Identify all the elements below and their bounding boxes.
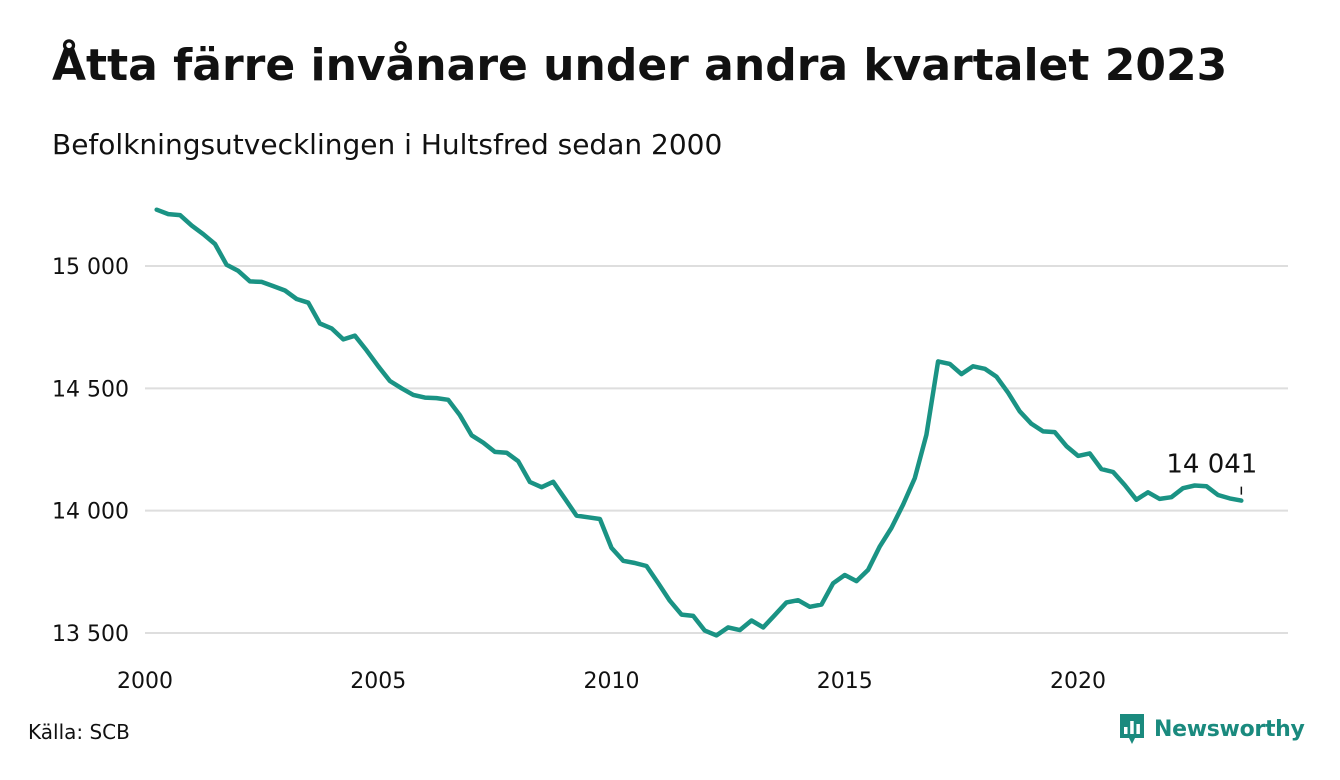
y-tick-label: 13 500: [52, 622, 129, 647]
brand-logo[interactable]: Newsworthy: [1118, 712, 1305, 746]
x-tick-label: 2000: [117, 669, 173, 694]
x-tick-label: 2015: [817, 669, 873, 694]
chart-subtitle: Befolkningsutvecklingen i Hultsfred seda…: [52, 128, 723, 161]
x-tick-label: 2020: [1050, 669, 1106, 694]
series-line: [154, 207, 1244, 638]
y-tick-label: 14 000: [52, 500, 129, 525]
source-note: Källa: SCB: [28, 720, 130, 744]
end-annotation: 14 041: [1166, 450, 1257, 495]
brand-name: Newsworthy: [1154, 716, 1305, 742]
x-axis-ticks: 2000 2005 2010 2015 2020: [117, 669, 1106, 694]
y-axis-ticks: 13 500 14 000 14 500 15 000: [52, 255, 129, 647]
y-tick-label: 14 500: [52, 377, 129, 402]
bar-chart-speech-bubble-icon: [1120, 714, 1144, 744]
line-chart: 13 500 14 000 14 500 15 000 2000 2005 2010 201…: [52, 207, 1288, 694]
y-tick-label: 15 000: [52, 255, 129, 280]
end-value-label: 14 041: [1166, 450, 1257, 480]
series-group: [154, 207, 1244, 638]
x-tick-label: 2010: [584, 669, 640, 694]
x-tick-label: 2005: [350, 669, 406, 694]
chart-title: Åtta färre invånare under andra kvartale…: [52, 40, 1228, 91]
